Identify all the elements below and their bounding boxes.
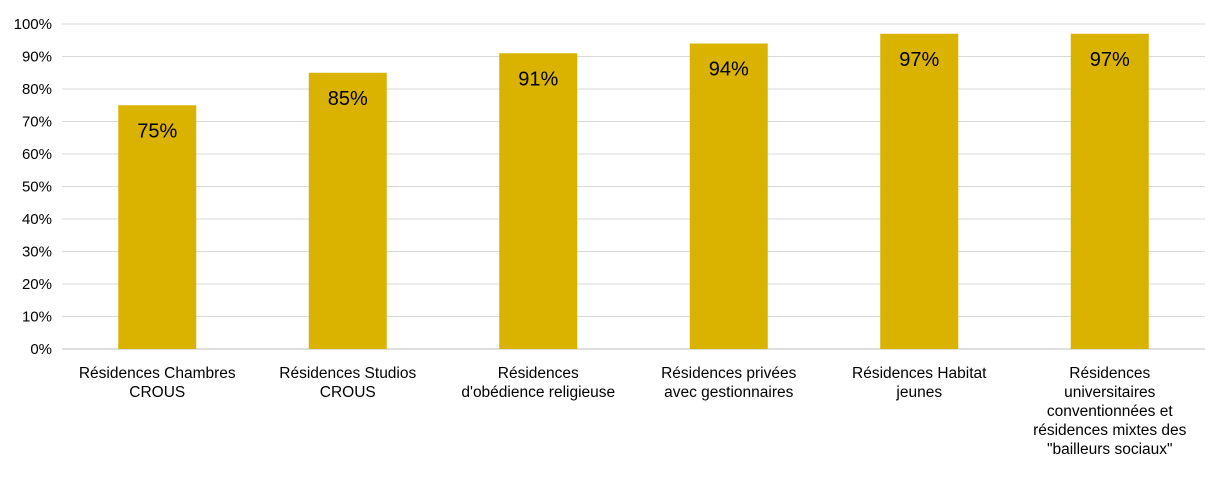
bar xyxy=(499,53,578,349)
bar xyxy=(880,33,959,349)
category-label: Résidences Chambres CROUS xyxy=(79,365,236,401)
bar-data-label: 94% xyxy=(709,59,749,81)
y-tick-label: 100% xyxy=(14,16,52,33)
category-label: Résidences Habitat jeunes xyxy=(852,365,987,401)
bar xyxy=(118,105,197,349)
y-tick-label: 60% xyxy=(22,146,52,163)
bar xyxy=(689,43,768,349)
data-labels: 75% 85% 91% 94% 97% 97% xyxy=(137,49,1130,143)
category-label: Résidences privées avec gestionnaires xyxy=(661,365,797,401)
bar-data-label: 97% xyxy=(1090,49,1130,71)
y-tick-label: 20% xyxy=(22,276,52,293)
gridlines xyxy=(62,23,1205,350)
y-tick-label: 80% xyxy=(22,81,52,98)
y-tick-label: 40% xyxy=(22,211,52,228)
y-tick-label: 0% xyxy=(30,341,52,358)
x-axis-categories: Résidences Chambres CROUS Résidences Studi… xyxy=(79,365,1187,458)
bar xyxy=(1070,33,1149,349)
bar xyxy=(308,72,387,349)
category-label: Résidences d'obédience religieuse xyxy=(461,365,615,401)
bars xyxy=(118,33,1149,349)
y-tick-label: 90% xyxy=(22,49,52,66)
bar-data-label: 91% xyxy=(518,68,558,90)
bar-data-label: 97% xyxy=(899,49,939,71)
category-label: Résidences Studios CROUS xyxy=(279,365,416,401)
y-axis-ticks: 0% 10% 20% 30% 40% 50% 60% 70% 80% 90% 100% xyxy=(14,16,52,358)
y-tick-label: 70% xyxy=(22,114,52,131)
bar-data-label: 75% xyxy=(137,120,177,142)
bar-data-label: 85% xyxy=(328,88,368,110)
category-label: Résidences universitaires conventionnées e… xyxy=(1033,365,1187,458)
y-tick-label: 50% xyxy=(22,179,52,196)
y-tick-label: 30% xyxy=(22,244,52,261)
y-tick-label: 10% xyxy=(22,309,52,326)
